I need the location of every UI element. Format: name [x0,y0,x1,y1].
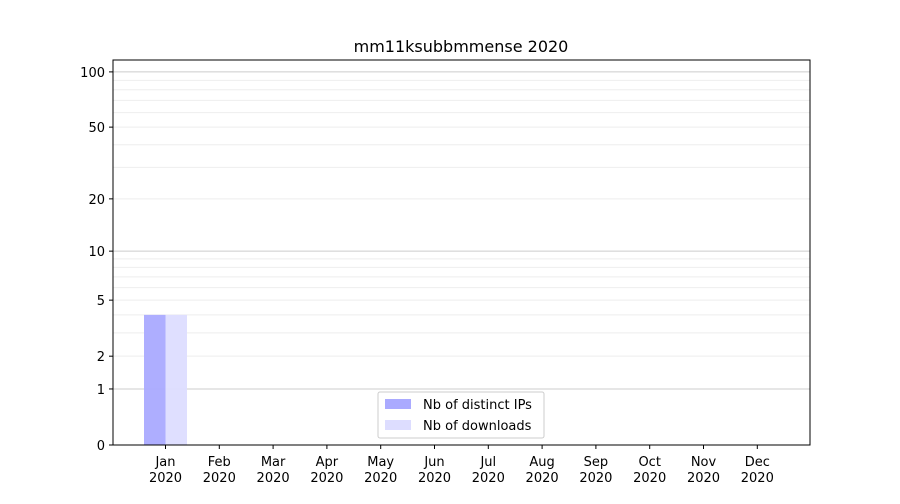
x-tick-label: 2020 [310,471,343,486]
x-tick-label: 2020 [579,471,612,486]
y-tick-label: 100 [80,66,105,81]
bars [144,314,187,445]
legend-label-distinct-ips: Nb of distinct IPs [423,398,532,413]
x-axis: Jan2020Feb2020Mar2020Apr2020May2020Jun20… [149,445,774,486]
bar-distinct-ips [144,314,166,445]
x-tick-label: Dec [745,455,770,470]
y-tick-label: 50 [88,121,105,136]
x-tick-label: 2020 [203,471,236,486]
plot-frame [112,59,811,446]
x-tick-label: 2020 [257,471,290,486]
x-tick-label: 2020 [687,471,720,486]
x-tick-label: Jun [423,455,444,470]
x-tick-label: 2020 [633,471,666,486]
legend-swatch-distinct-ips [385,399,411,409]
x-tick-label: Jan [154,455,175,470]
x-tick-label: 2020 [364,471,397,486]
y-tick-label: 5 [97,294,105,309]
legend-label-downloads: Nb of downloads [423,419,532,434]
x-tick-label: May [367,455,394,470]
y-axis: 0 1 2 5 10 20 50 100 [80,66,113,454]
x-tick-label: Oct [638,455,660,470]
y-tick-label: 1 [97,383,105,398]
x-tick-label: Feb [208,455,231,470]
x-tick-label: 2020 [149,471,182,486]
x-tick-label: 2020 [741,471,774,486]
y-tick-label: 0 [97,439,105,454]
legend-box [377,391,545,439]
chart-title: mm11ksubbmmense 2020 [354,37,569,56]
y-tick-label: 2 [97,350,105,365]
x-tick-label: 2020 [472,471,505,486]
x-tick-label: 2020 [418,471,451,486]
y-tick-label: 20 [88,193,105,208]
x-tick-label: Jul [479,455,496,470]
x-tick-label: Aug [529,455,554,470]
x-tick-label: Apr [316,455,339,470]
legend: Nb of distinct IPs Nb of downloads [377,391,545,439]
x-tick-label: Nov [691,455,717,470]
y-tick-label: 10 [88,245,105,260]
x-tick-label: 2020 [526,471,559,486]
x-tick-label: Mar [261,455,286,470]
bar-downloads [165,314,187,445]
grid [113,71,810,390]
x-tick-label: Sep [584,455,609,470]
legend-swatch-downloads [385,420,411,430]
